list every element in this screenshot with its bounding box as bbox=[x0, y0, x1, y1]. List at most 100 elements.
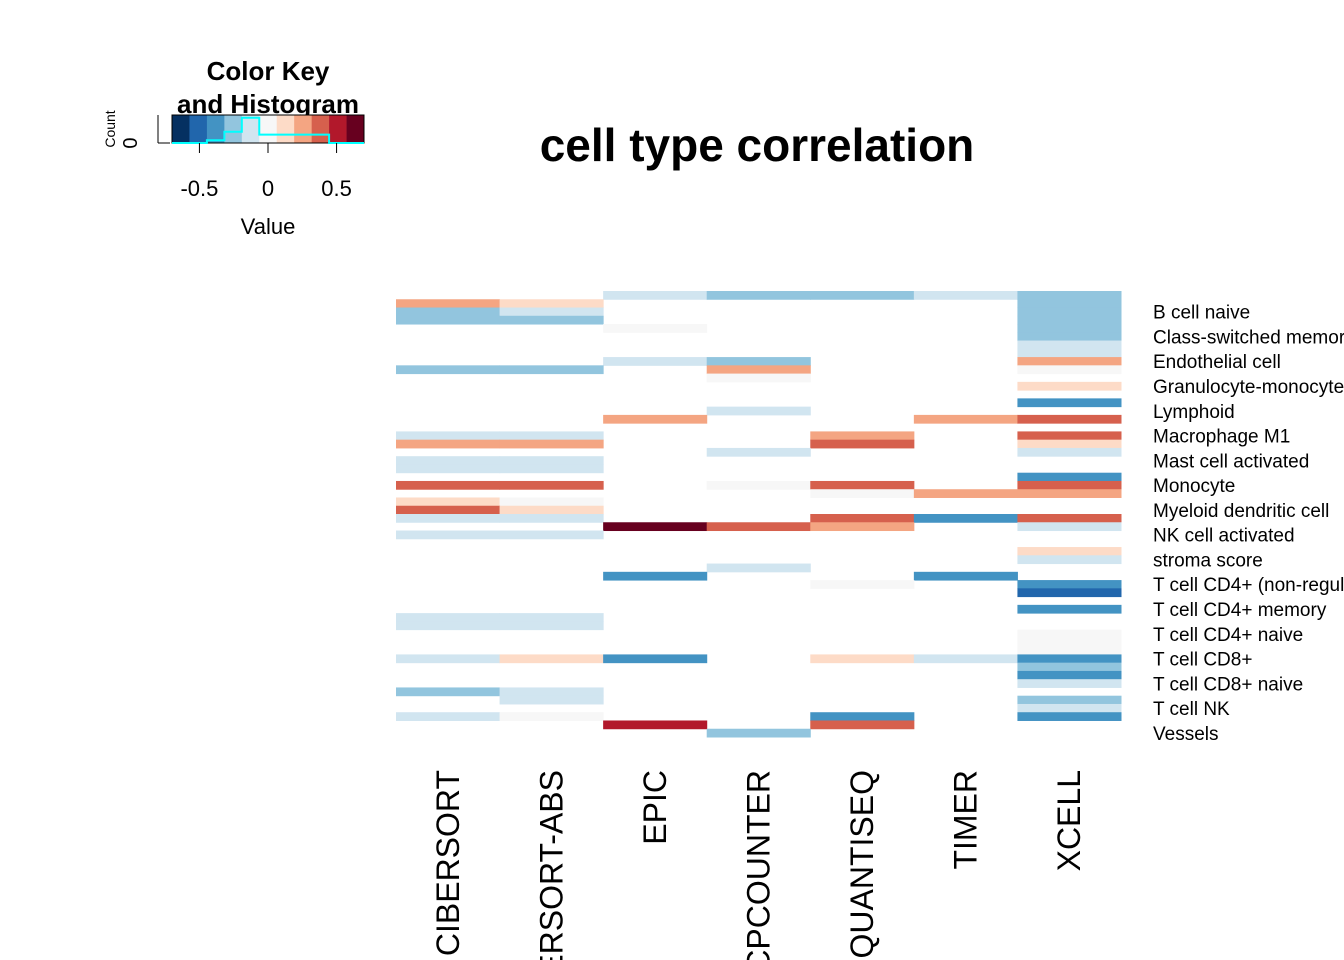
heatmap-cell bbox=[396, 505, 501, 515]
heatmap-cell bbox=[810, 522, 915, 532]
row-label: T cell CD8+ bbox=[1153, 650, 1252, 671]
heatmap-cell bbox=[810, 431, 915, 441]
heatmap-cell bbox=[603, 571, 708, 581]
key-x-tick-label: 0.5 bbox=[321, 176, 352, 201]
heatmap-cell bbox=[499, 695, 604, 705]
heatmap-cell bbox=[913, 414, 1018, 424]
column-label: CIBERSORT-ABS bbox=[533, 770, 569, 960]
heatmap-cell bbox=[1017, 695, 1122, 705]
heatmap-cell bbox=[1017, 637, 1122, 647]
row-label: Mast cell activated bbox=[1153, 451, 1309, 472]
heatmap-cell bbox=[1017, 398, 1122, 408]
heatmap-cell bbox=[603, 522, 708, 532]
heatmap-cell bbox=[499, 365, 604, 375]
heatmap-cell bbox=[810, 712, 915, 721]
heatmap-cell bbox=[1017, 662, 1122, 672]
heatmap-cell bbox=[810, 489, 915, 498]
key-x-label: Value bbox=[241, 214, 296, 239]
heatmap-cell bbox=[396, 299, 501, 309]
row-label: T cell CD4+ (non-regulatory) bbox=[1153, 575, 1344, 596]
heatmap-cell bbox=[499, 613, 604, 622]
heatmap-cell bbox=[603, 654, 708, 664]
heatmap-cell bbox=[603, 324, 708, 333]
heatmap-cell bbox=[706, 373, 811, 383]
heatmap-cell bbox=[706, 447, 811, 457]
column-label: TIMER bbox=[948, 770, 984, 870]
heatmap-cell bbox=[1017, 381, 1122, 391]
column-label: EPIC bbox=[637, 770, 673, 845]
heatmap-cell bbox=[1017, 712, 1122, 721]
heatmap-cell bbox=[810, 291, 915, 300]
key-y-tick-label: 0 bbox=[120, 137, 142, 148]
heatmap-cell bbox=[1017, 332, 1122, 342]
row-label: Class-switched memory B cell bbox=[1153, 327, 1344, 348]
key-swatch bbox=[224, 115, 243, 143]
key-title: and Histogram bbox=[177, 89, 359, 119]
column-label: QUANTISEQ bbox=[844, 770, 880, 958]
heatmap-cell bbox=[499, 456, 604, 465]
heatmap-cell bbox=[499, 299, 604, 309]
heatmap-cell bbox=[396, 687, 501, 697]
key-swatch bbox=[206, 115, 225, 143]
heatmap-cell bbox=[396, 365, 501, 375]
heatmap-cell bbox=[706, 291, 811, 300]
column-label: CIBERSORT bbox=[430, 770, 466, 956]
heatmap-cell bbox=[913, 489, 1018, 498]
heatmap-cell bbox=[396, 621, 501, 631]
column-label: XCELL bbox=[1051, 770, 1087, 871]
heatmap-cell bbox=[1017, 472, 1122, 482]
heatmap-cell bbox=[706, 728, 811, 738]
key-x-tick-label: 0 bbox=[262, 176, 274, 201]
heatmap-cell bbox=[1017, 348, 1122, 358]
key-swatch bbox=[311, 115, 330, 143]
heatmap-cell bbox=[1017, 299, 1122, 309]
heatmap-cell bbox=[396, 480, 501, 490]
heatmap-cell bbox=[810, 720, 915, 730]
row-label: Endothelial cell bbox=[1153, 352, 1281, 373]
heatmap-cell bbox=[1017, 654, 1122, 664]
heatmap-cell bbox=[396, 315, 501, 325]
heatmap-cell bbox=[499, 307, 604, 317]
heatmap-cell bbox=[1017, 307, 1122, 317]
key-swatch bbox=[276, 115, 295, 143]
key-swatch bbox=[346, 115, 365, 143]
heatmap-cell bbox=[603, 414, 708, 424]
heatmap-cell bbox=[396, 497, 501, 507]
heatmap-cell bbox=[499, 712, 604, 721]
heatmap-cell bbox=[499, 687, 604, 697]
column-label: MCPCOUNTER bbox=[741, 770, 777, 960]
key-title: Color Key bbox=[207, 56, 330, 86]
key-swatch bbox=[172, 115, 190, 143]
row-label: Monocyte bbox=[1153, 476, 1235, 497]
heatmap-cell bbox=[499, 530, 604, 540]
heatmap-cell bbox=[913, 571, 1018, 581]
heatmap-cell bbox=[499, 654, 604, 664]
heatmap-cell bbox=[1017, 357, 1122, 366]
heatmap-cell bbox=[810, 514, 915, 523]
heatmap-cell bbox=[1017, 555, 1122, 565]
heatmap-cell bbox=[1017, 414, 1122, 424]
heatmap-cell bbox=[396, 712, 501, 721]
key-swatch bbox=[329, 115, 347, 143]
chart-title: cell type correlation bbox=[540, 119, 975, 171]
heatmap-cell bbox=[913, 291, 1018, 300]
key-swatch bbox=[189, 115, 208, 143]
heatmap-cell bbox=[499, 480, 604, 490]
heatmap-cell bbox=[1017, 324, 1122, 333]
row-label: B cell naive bbox=[1153, 303, 1250, 324]
key-x-tick-label: -0.5 bbox=[180, 176, 218, 201]
heatmap-cell bbox=[499, 514, 604, 523]
row-label: Granulocyte-monocyte progenitor bbox=[1153, 377, 1344, 398]
row-label: T cell CD4+ naive bbox=[1153, 625, 1303, 646]
heatmap-cell bbox=[499, 621, 604, 631]
heatmap-cell bbox=[396, 431, 501, 441]
heatmap-cell bbox=[603, 720, 708, 730]
key-swatch bbox=[241, 115, 260, 143]
row-label: Lymphoid bbox=[1153, 402, 1235, 423]
heatmap-cell bbox=[706, 522, 811, 532]
heatmap-cell bbox=[1017, 580, 1122, 589]
heatmap-cell bbox=[1017, 514, 1122, 523]
row-label: stroma score bbox=[1153, 550, 1263, 571]
row-label: Macrophage M1 bbox=[1153, 427, 1290, 448]
